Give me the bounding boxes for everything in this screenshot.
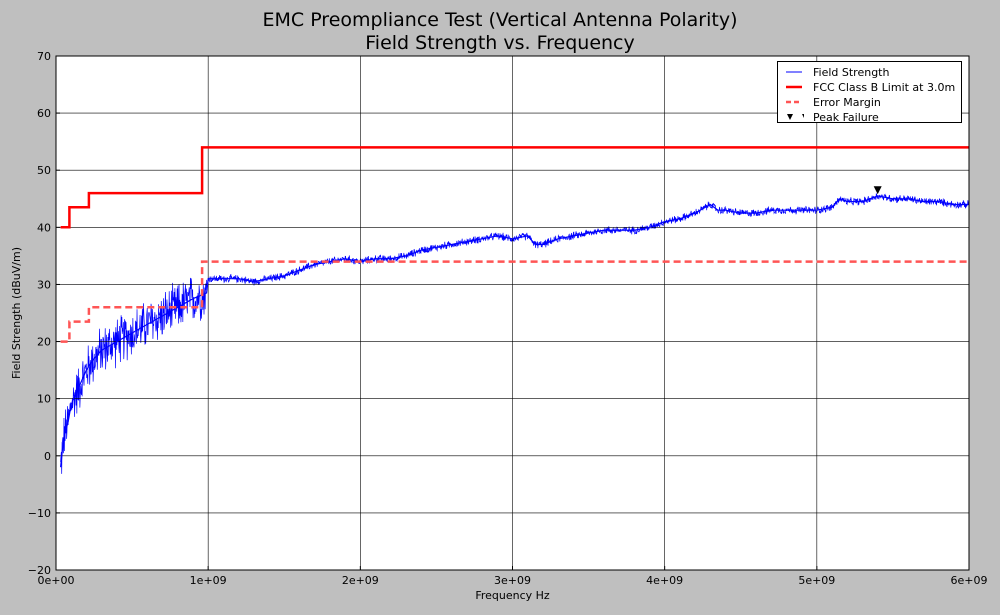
x-tick-label: 6e+09 [951, 574, 988, 587]
y-tick-label: 70 [37, 50, 51, 63]
ticks-layer: 0e+00 1e+09 2e+09 3e+09 4e+09 5e+09 6e+09 −20 −1… [28, 50, 988, 587]
x-tick-label: 3e+09 [494, 574, 531, 587]
x-axis-label: Frequency Hz [475, 589, 550, 602]
chart-title-line-1: EMC Preompliance Test (Vertical Antenna … [262, 9, 738, 31]
x-tick-label: 1e+09 [190, 574, 227, 587]
peak-failure-marker [873, 186, 882, 195]
legend-item-peak-failure: Peak Failure [778, 110, 961, 125]
triangle-down-icon [787, 114, 804, 120]
y-tick-label: 0 [44, 450, 51, 463]
y-axis-label: Field Strength (dBuV/m) [10, 247, 23, 379]
x-tick-label: 4e+09 [646, 574, 683, 587]
y-tick-label: 40 [37, 221, 51, 234]
series-line-fcc-class-b-limit [60, 146, 969, 229]
legend-item-fcc-limit: FCC Class B Limit at 3.0m [778, 80, 961, 95]
series-layer [60, 146, 969, 468]
y-tick-label: 50 [37, 164, 51, 177]
x-tick-label: 5e+09 [798, 574, 835, 587]
x-tick-label: 0e+00 [38, 574, 75, 587]
y-tick-label: 30 [37, 278, 51, 291]
legend-item-error-margin: Error Margin [778, 95, 961, 110]
y-tick-label: 10 [37, 393, 51, 406]
y-tick-label: 60 [37, 107, 51, 120]
legend-label-peak-failure: Peak Failure [813, 111, 879, 124]
legend-label-field-strength: Field Strength [813, 66, 890, 79]
series-line-field-strength [60, 195, 969, 468]
y-tick-label: −10 [28, 507, 51, 520]
series-line-error-margin [60, 260, 969, 343]
x-tick-label: 2e+09 [342, 574, 379, 587]
legend-label-fcc-limit: FCC Class B Limit at 3.0m [813, 81, 956, 94]
y-tick-label: −20 [28, 564, 51, 577]
chart-title-line-2: Field Strength vs. Frequency [365, 32, 635, 54]
legend: Field Strength FCC Class B Limit at 3.0m… [777, 61, 962, 125]
legend-label-error-margin: Error Margin [813, 96, 881, 109]
field-strength-noise-layer [60, 192, 970, 474]
field-strength-noise [60, 192, 970, 474]
legend-item-field-strength: Field Strength [778, 65, 961, 80]
y-tick-label: 20 [37, 336, 51, 349]
